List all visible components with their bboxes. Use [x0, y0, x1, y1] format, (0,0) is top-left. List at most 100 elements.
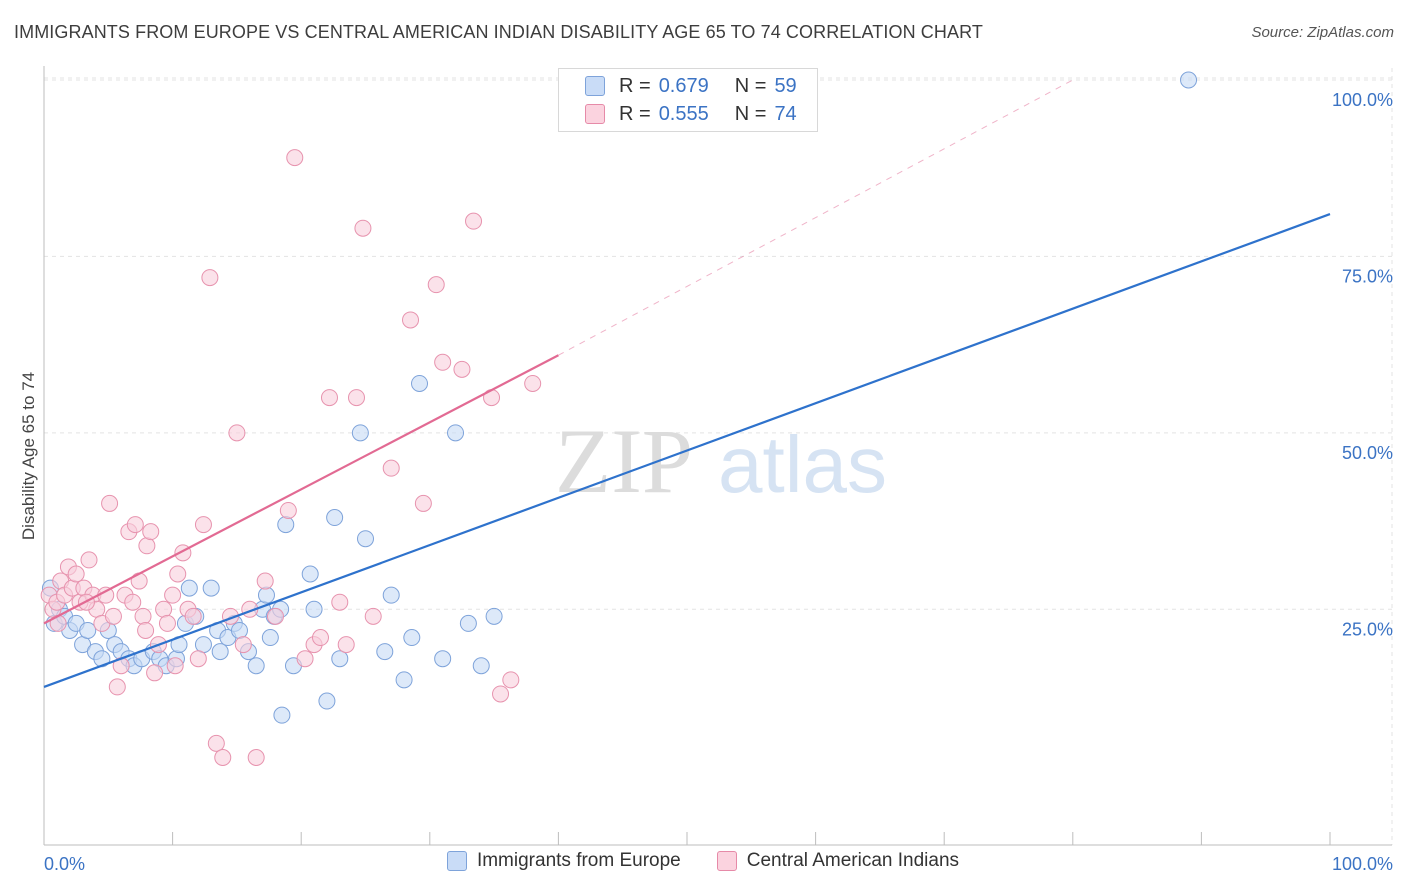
axis-layer: 25.0% 50.0% 75.0% 100.0% 0.0% 100.0% [43, 66, 1393, 874]
data-point-europe [434, 650, 452, 668]
data-point-europe [211, 643, 229, 661]
data-point-central-american-indian [427, 276, 445, 294]
data-point-central-american-indian [214, 748, 232, 766]
data-point-europe [382, 586, 400, 604]
data-point-central-american-indian [402, 311, 420, 329]
data-point-central-american-indian [164, 586, 182, 604]
data-point-central-american-indian [247, 748, 265, 766]
stats-n-value: 74 [774, 102, 797, 125]
data-point-central-american-indian [453, 360, 471, 378]
data-point-central-american-indian [502, 671, 520, 689]
stats-swatch-blue [585, 76, 605, 96]
trend-layer [43, 79, 1331, 688]
data-point-central-american-indian [286, 149, 304, 167]
data-point-europe [318, 692, 336, 710]
data-point-europe [305, 600, 323, 618]
data-point-central-american-indian [524, 374, 542, 392]
chart-legend: Immigrants from Europe Central American … [0, 850, 1406, 872]
data-point-europe [273, 706, 291, 724]
data-point-central-american-indian [130, 572, 148, 590]
data-point-central-american-indian [296, 650, 314, 668]
y-axis-label: Disability Age 65 to 74 [19, 372, 38, 540]
data-point-central-american-indian [201, 269, 219, 287]
data-point-central-american-indian [126, 516, 144, 534]
data-point-europe [331, 650, 349, 668]
data-point-central-american-indian [124, 593, 142, 611]
trend-extension-central-american-indian [558, 79, 1074, 356]
data-point-europe [376, 643, 394, 661]
x-tick-label: 100.0% [1332, 854, 1393, 874]
data-point-europe [257, 586, 275, 604]
watermark-atlas: atlas [718, 420, 887, 509]
y-tick-label: 100.0% [1332, 90, 1393, 110]
stats-r-value: 0.555 [658, 102, 709, 125]
data-point-central-american-indian [492, 685, 510, 703]
stats-row-blue: R = 0.679 N = 59 [585, 73, 797, 99]
data-point-europe [403, 629, 421, 647]
data-point-central-american-indian [354, 219, 372, 237]
stats-n-value: 59 [774, 74, 797, 97]
data-point-central-american-indian [256, 572, 274, 590]
stats-legend: R = 0.679 N = 59 R = 0.555 N = 74 [558, 68, 818, 132]
data-point-europe [472, 657, 490, 675]
data-point-central-american-indian [137, 621, 155, 639]
data-point-europe [459, 614, 477, 632]
legend-label-central-american-indians: Central American Indians [746, 850, 960, 871]
data-point-central-american-indian [138, 537, 156, 555]
stats-row-pink: R = 0.555 N = 74 [585, 101, 797, 127]
data-point-europe [277, 516, 295, 534]
data-point-central-american-indian [155, 600, 173, 618]
y-tick-label: 25.0% [1342, 619, 1393, 639]
data-point-central-american-indian [364, 607, 382, 625]
data-point-central-american-indian [266, 607, 284, 625]
legend-item-europe[interactable]: Immigrants from Europe [446, 850, 681, 872]
data-point-central-american-indian [189, 650, 207, 668]
data-point-central-american-indian [169, 565, 187, 583]
data-point-central-american-indian [279, 501, 297, 519]
data-point-central-american-indian [158, 614, 176, 632]
stats-swatch-pink [585, 104, 605, 124]
stats-r-label: R = [619, 102, 651, 125]
stats-n-label: N = [734, 74, 767, 97]
data-point-central-american-indian [80, 551, 98, 569]
data-point-central-american-indian [382, 459, 400, 477]
watermark-zip: ZIP [555, 410, 693, 512]
data-point-europe [202, 579, 220, 597]
data-point-europe [180, 579, 198, 597]
data-point-europe [247, 657, 265, 675]
data-point-central-american-indian [347, 389, 365, 407]
grid-layer [44, 68, 1393, 845]
trend-line-central-american-indian [43, 354, 559, 625]
data-point-central-american-indian [311, 629, 329, 647]
data-point-central-american-indian [166, 657, 184, 675]
data-point-europe [351, 424, 369, 442]
data-point-central-american-indian [104, 607, 122, 625]
data-point-central-american-indian [194, 516, 212, 534]
data-point-europe [301, 565, 319, 583]
stats-r-value: 0.679 [658, 74, 709, 97]
data-point-central-american-indian [434, 353, 452, 371]
y-tick-label: 50.0% [1342, 443, 1393, 463]
data-point-central-american-indian [184, 607, 202, 625]
data-point-central-american-indian [465, 212, 483, 230]
legend-item-central-american-indians[interactable]: Central American Indians [716, 850, 960, 872]
data-point-central-american-indian [234, 636, 252, 654]
data-point-central-american-indian [67, 565, 85, 583]
data-point-central-american-indian [228, 424, 246, 442]
y-tick-label: 75.0% [1342, 266, 1393, 286]
data-point-central-american-indian [207, 734, 225, 752]
stats-n-label: N = [734, 102, 767, 125]
data-point-central-american-indian [331, 593, 349, 611]
legend-label-europe: Immigrants from Europe [476, 850, 681, 871]
trend-line-europe [43, 213, 1331, 688]
legend-swatch-blue [446, 851, 467, 871]
data-point-europe [411, 374, 429, 392]
data-point-europe [485, 607, 503, 625]
watermark: ZIP atlas [555, 410, 887, 512]
source-label: Source: ZipAtlas.com [1251, 24, 1394, 41]
data-point-central-american-indian [337, 636, 355, 654]
data-point-central-american-indian [320, 389, 338, 407]
data-point-central-american-indian [414, 494, 432, 512]
x-tick-label: 0.0% [44, 854, 85, 874]
